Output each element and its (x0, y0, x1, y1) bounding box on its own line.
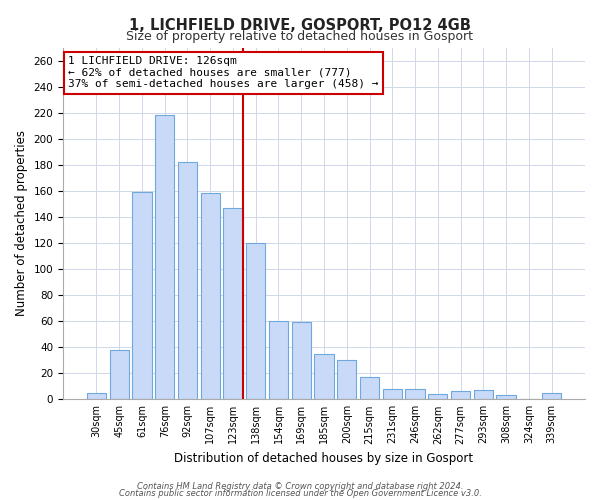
Bar (223, 208, 242, 400)
Bar (406, 389, 425, 400)
Bar (178, 162, 197, 400)
Bar (314, 354, 334, 400)
Bar (110, 350, 129, 400)
Text: 1, LICHFIELD DRIVE, GOSPORT, PO12 4GB: 1, LICHFIELD DRIVE, GOSPORT, PO12 4GB (129, 18, 471, 32)
Bar (269, 321, 288, 400)
Bar (428, 394, 448, 400)
Bar (360, 377, 379, 400)
Bar (383, 389, 402, 400)
Bar (496, 396, 516, 400)
Bar (292, 322, 311, 400)
X-axis label: Distribution of detached houses by size in Gosport: Distribution of detached houses by size … (175, 452, 473, 465)
Bar (132, 192, 152, 400)
Text: Contains public sector information licensed under the Open Government Licence v3: Contains public sector information licen… (119, 489, 481, 498)
Bar (473, 390, 493, 400)
Text: Contains HM Land Registry data © Crown copyright and database right 2024.: Contains HM Land Registry data © Crown c… (137, 482, 463, 491)
Bar (87, 393, 106, 400)
Y-axis label: Number of detached properties: Number of detached properties (15, 130, 28, 316)
Bar (155, 116, 175, 400)
Bar (451, 392, 470, 400)
Text: Size of property relative to detached houses in Gosport: Size of property relative to detached ho… (127, 30, 473, 43)
Bar (200, 194, 220, 400)
Bar (542, 393, 561, 400)
Bar (246, 243, 265, 400)
Text: 1 LICHFIELD DRIVE: 126sqm
← 62% of detached houses are smaller (777)
37% of semi: 1 LICHFIELD DRIVE: 126sqm ← 62% of detac… (68, 56, 379, 90)
Bar (337, 360, 356, 400)
